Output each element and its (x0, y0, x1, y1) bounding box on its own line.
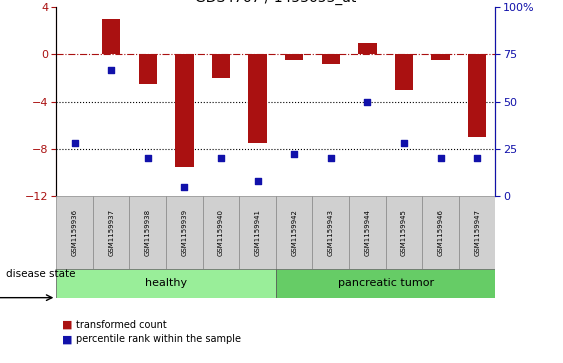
Text: healthy: healthy (145, 278, 187, 288)
Text: ■: ■ (62, 334, 73, 344)
Point (253, 178, 262, 184)
Text: pancreatic tumor: pancreatic tumor (338, 278, 434, 288)
Text: GSM1159937: GSM1159937 (108, 209, 114, 256)
Bar (395, 54, 413, 90)
Bar (276, 269, 495, 298)
Text: GSM1159940: GSM1159940 (218, 209, 224, 256)
Bar (468, 54, 486, 137)
Text: percentile rank within the sample: percentile rank within the sample (76, 334, 241, 344)
Point (326, 155, 335, 161)
Text: disease state: disease state (6, 269, 75, 279)
Bar (166, 196, 203, 269)
Text: GSM1159946: GSM1159946 (437, 209, 444, 256)
Point (400, 140, 409, 146)
Bar (349, 196, 386, 269)
Title: GDS4767 / 1453653_at: GDS4767 / 1453653_at (195, 0, 356, 5)
Bar (138, 54, 157, 84)
Point (180, 184, 189, 189)
Bar (56, 196, 93, 269)
Text: GSM1159943: GSM1159943 (328, 209, 334, 256)
Bar (422, 196, 459, 269)
Bar (203, 196, 239, 269)
Text: GSM1159939: GSM1159939 (181, 209, 187, 256)
Bar (129, 196, 166, 269)
Text: GSM1159942: GSM1159942 (291, 209, 297, 256)
Text: transformed count: transformed count (76, 320, 167, 330)
Bar (312, 196, 349, 269)
Bar (93, 196, 129, 269)
Text: GSM1159947: GSM1159947 (474, 209, 480, 256)
Point (143, 155, 152, 161)
Text: GSM1159938: GSM1159938 (145, 209, 151, 256)
Bar (459, 196, 495, 269)
Text: GSM1159945: GSM1159945 (401, 209, 407, 256)
Point (472, 155, 481, 161)
Point (107, 67, 116, 73)
Text: GSM1159944: GSM1159944 (364, 209, 370, 256)
Bar (358, 42, 377, 54)
Bar (431, 54, 450, 60)
Bar (102, 19, 120, 54)
Text: ■: ■ (62, 320, 73, 330)
Point (363, 99, 372, 105)
Bar (56, 269, 276, 298)
Bar (175, 54, 194, 167)
Point (290, 152, 299, 158)
Bar (285, 54, 303, 60)
Bar (276, 196, 312, 269)
Bar (239, 196, 276, 269)
Text: GSM1159941: GSM1159941 (254, 209, 261, 256)
Bar (248, 54, 267, 143)
Bar (212, 54, 230, 78)
Bar (386, 196, 422, 269)
Text: GSM1159936: GSM1159936 (72, 209, 78, 256)
Point (436, 155, 445, 161)
Bar (321, 54, 340, 64)
Point (70, 140, 79, 146)
Point (216, 155, 225, 161)
